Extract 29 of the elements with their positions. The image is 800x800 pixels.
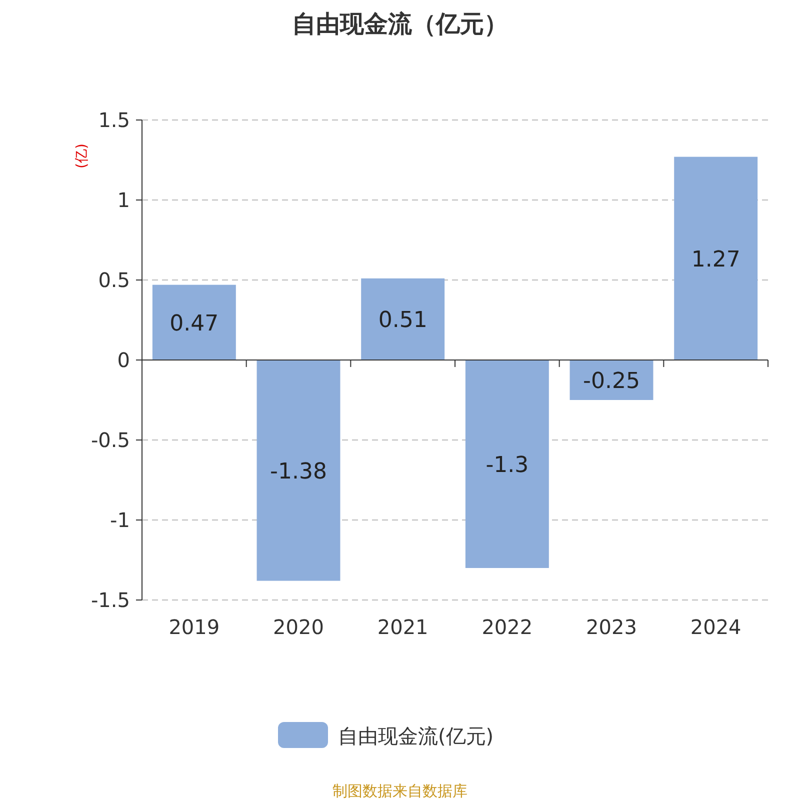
- y-tick-label: 0.5: [98, 268, 130, 292]
- y-tick-label: -1: [110, 508, 130, 532]
- y-tick-label: 0: [117, 348, 130, 372]
- x-tick-label: 2021: [377, 615, 428, 639]
- data-label: -0.25: [583, 369, 640, 394]
- data-label: 0.47: [170, 311, 219, 336]
- legend-label: 自由现金流(亿元): [338, 724, 494, 748]
- y-tick-label: -1.5: [90, 588, 130, 612]
- y-tick-label: -0.5: [90, 428, 130, 452]
- data-label: -1.3: [486, 453, 529, 478]
- x-tick-label: 2023: [586, 615, 637, 639]
- bar: [674, 156, 758, 360]
- text: 制图数据来自数据库: [332, 782, 468, 800]
- bar: [465, 360, 549, 568]
- chart-title: 自由现金流（亿元）: [292, 10, 508, 38]
- x-tick-label: 2019: [168, 615, 220, 639]
- x-tick-label: 2024: [690, 615, 742, 639]
- x-tick-label: 2022: [482, 615, 533, 639]
- bar: [152, 284, 236, 360]
- data-label: -1.38: [270, 459, 327, 484]
- y-tick-label: 1: [117, 188, 130, 212]
- data-label: 1.27: [691, 247, 740, 272]
- data-label: 0.51: [378, 308, 428, 334]
- bar: [256, 360, 340, 581]
- y-axis-title: (亿): [74, 144, 90, 168]
- bar: [570, 360, 654, 400]
- y-tick-label: 1.5: [98, 108, 130, 132]
- x-tick-label: 2020: [273, 615, 324, 639]
- bar: [361, 278, 445, 360]
